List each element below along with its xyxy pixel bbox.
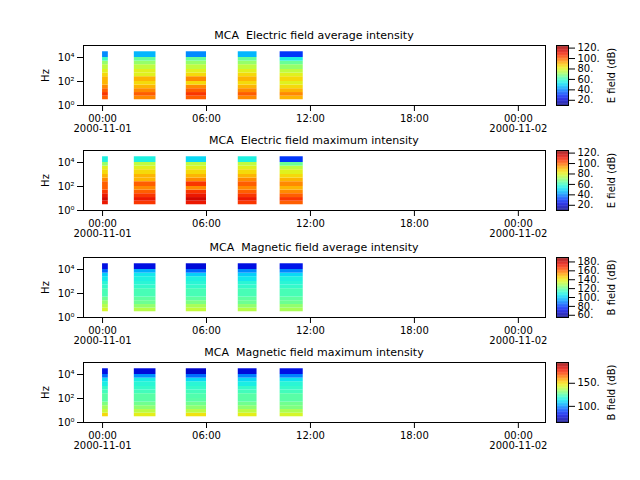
html-text:MCA Electric field average int: MCA Electric field average intensity [214, 29, 414, 42]
svg-text:Hz: Hz [40, 69, 51, 82]
svg-text:20.: 20. [578, 94, 594, 105]
svg-text:40.: 40. [578, 84, 594, 95]
svg-text:100.: 100. [578, 158, 600, 169]
svg-text:10⁴: 10⁴ [58, 52, 75, 63]
html-text:MCA Magnetic field maximum int: MCA Magnetic field maximum intensity [204, 346, 424, 359]
svg-text:120.: 120. [578, 42, 600, 53]
svg-text:10⁴: 10⁴ [58, 264, 75, 275]
svg-text:12:00: 12:00 [296, 325, 325, 336]
svg-text:10²: 10² [58, 288, 75, 299]
svg-text:160.: 160. [577, 265, 600, 276]
svg-text:80.: 80. [577, 300, 594, 312]
svg-text:10⁴: 10⁴ [58, 369, 75, 380]
svg-text:00:002000-11-01: 00:002000-11-01 [73, 325, 131, 346]
svg-text:10⁰: 10⁰ [58, 100, 75, 111]
svg-text:E field (dB): E field (dB) [606, 153, 617, 208]
svg-text:18:00: 18:00 [400, 113, 429, 124]
svg-text:00:002000-11-01: 00:002000-11-01 [73, 218, 131, 239]
svg-text:120.: 120. [578, 147, 600, 158]
svg-text:10²: 10² [58, 76, 75, 87]
svg-text:100.: 100. [578, 401, 600, 412]
svg-text:Hz: Hz [40, 281, 51, 294]
svg-text:Hz: Hz [40, 386, 51, 399]
svg-text:00:002000-11-02: 00:002000-11-02 [489, 113, 547, 134]
svg-text:20.: 20. [578, 199, 594, 210]
svg-text:40.: 40. [578, 189, 594, 200]
html-text:MCA Magnetic field average int: MCA Magnetic field average intensity [209, 241, 419, 254]
svg-text:80.: 80. [578, 63, 594, 74]
html-text:MCA Electric field maximum int: MCA Electric field maximum intensity [209, 134, 419, 147]
svg-text:18:00: 18:00 [400, 325, 429, 336]
svg-text:100.: 100. [577, 291, 600, 303]
svg-text:00:002000-11-02: 00:002000-11-02 [489, 430, 547, 451]
svg-text:12:00: 12:00 [296, 218, 325, 229]
svg-text:140.: 140. [577, 273, 600, 285]
svg-text:18:00: 18:00 [400, 218, 429, 229]
svg-text:60.: 60. [578, 74, 594, 85]
svg-text:B field (dB): B field (dB) [606, 365, 617, 421]
svg-text:Hz: Hz [40, 174, 51, 187]
svg-text:10⁴: 10⁴ [58, 157, 75, 168]
svg-text:06:00: 06:00 [192, 430, 221, 441]
svg-text:E field (dB): E field (dB) [606, 48, 617, 103]
svg-text:00:002000-11-02: 00:002000-11-02 [489, 218, 547, 239]
svg-text:10²: 10² [58, 181, 75, 192]
svg-text:B field (dB): B field (dB) [606, 260, 617, 316]
svg-text:150.: 150. [578, 377, 600, 388]
svg-text:12:00: 12:00 [296, 430, 325, 441]
svg-text:180.: 180. [578, 256, 600, 267]
svg-text:00:002000-11-01: 00:002000-11-01 [73, 430, 131, 451]
svg-text:12:00: 12:00 [296, 113, 325, 124]
svg-text:60.: 60. [578, 179, 594, 190]
svg-text:06:00: 06:00 [192, 218, 221, 229]
svg-text:00:002000-11-01: 00:002000-11-01 [73, 113, 131, 134]
svg-text:10²: 10² [58, 393, 75, 404]
svg-text:00:002000-11-02: 00:002000-11-02 [489, 325, 547, 346]
svg-text:80.: 80. [578, 168, 594, 179]
svg-text:06:00: 06:00 [192, 325, 221, 336]
svg-text:10⁰: 10⁰ [58, 312, 75, 323]
svg-text:18:00: 18:00 [400, 430, 429, 441]
svg-text:06:00: 06:00 [192, 113, 221, 124]
svg-text:120.: 120. [577, 282, 600, 294]
svg-text:100.: 100. [578, 53, 600, 64]
svg-text:60.: 60. [577, 309, 594, 321]
svg-text:10⁰: 10⁰ [58, 205, 75, 216]
svg-text:10⁰: 10⁰ [58, 417, 75, 428]
